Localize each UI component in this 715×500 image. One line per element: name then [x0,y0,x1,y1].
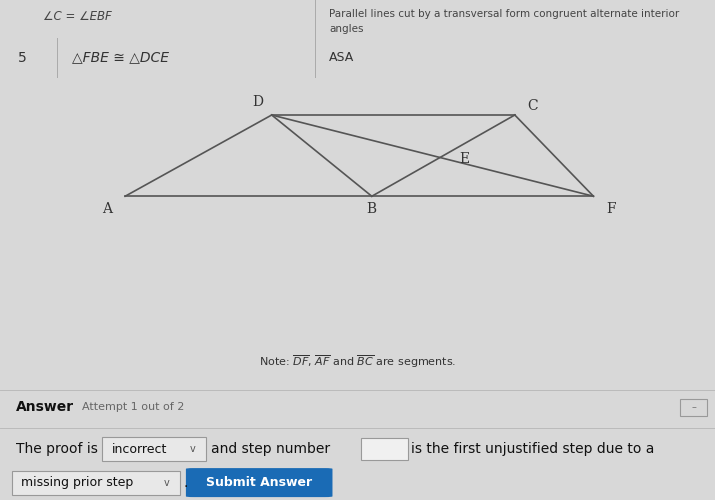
Text: Attempt 1 out of 2: Attempt 1 out of 2 [82,402,184,412]
Text: △FBE ≅ △DCE: △FBE ≅ △DCE [72,50,169,64]
Text: Parallel lines cut by a transversal form congruent alternate interior: Parallel lines cut by a transversal form… [329,9,679,19]
Text: A: A [102,202,112,216]
FancyBboxPatch shape [186,468,332,497]
Text: F: F [606,202,616,216]
Text: –: – [691,402,696,412]
Text: is the first unjustified step due to a: is the first unjustified step due to a [411,442,654,456]
Text: C: C [528,98,538,112]
Text: and step number: and step number [211,442,330,456]
FancyBboxPatch shape [361,438,408,460]
Text: 5: 5 [18,50,26,64]
FancyBboxPatch shape [102,438,206,461]
Text: Submit Answer: Submit Answer [206,476,312,489]
Text: The proof is: The proof is [16,442,98,456]
Text: B: B [367,202,377,216]
FancyBboxPatch shape [12,470,180,494]
Text: E: E [460,152,470,166]
FancyBboxPatch shape [680,399,707,415]
Text: missing prior step: missing prior step [21,476,134,489]
Text: v: v [189,444,195,454]
Text: incorrect: incorrect [112,443,167,456]
Text: D: D [252,96,263,110]
Text: ∠C = ∠EBF: ∠C = ∠EBF [43,10,112,24]
Text: ASA: ASA [329,51,354,64]
Text: Note: $\overline{DF}$, $\overline{AF}$ and $\overline{BC}$ are segments.: Note: $\overline{DF}$, $\overline{AF}$ a… [259,354,456,370]
Text: angles: angles [329,24,363,34]
Text: Answer: Answer [16,400,74,414]
Text: v: v [164,478,169,488]
Text: .: . [183,476,187,490]
